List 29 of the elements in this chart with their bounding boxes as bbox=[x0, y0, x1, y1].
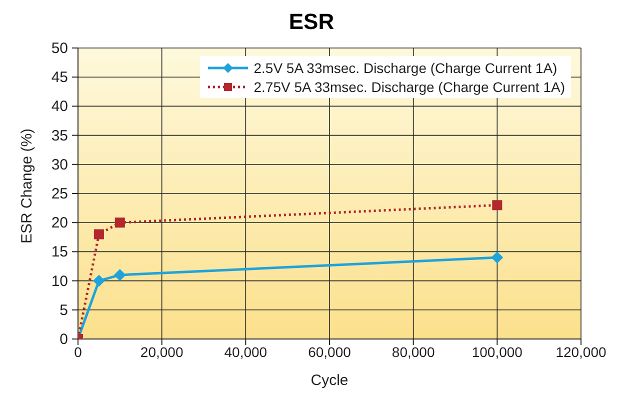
y-tick-label: 40 bbox=[51, 98, 68, 116]
x-tick-label: 100,000 bbox=[472, 344, 523, 360]
point bbox=[491, 252, 504, 264]
x-tick-label: 60,000 bbox=[308, 344, 352, 360]
y-tick-label: 10 bbox=[51, 272, 68, 290]
x-axis-title: Cycle bbox=[310, 372, 348, 389]
y-tick-label: 45 bbox=[51, 69, 68, 86]
legend-label: 2.75V 5A 33msec. Discharge (Charge Current 1A) bbox=[254, 78, 565, 94]
x-tick-label: 0 bbox=[74, 344, 82, 360]
point bbox=[114, 218, 125, 228]
y-tick-label: 5 bbox=[60, 302, 68, 319]
chart-title: ESR bbox=[288, 8, 336, 36]
legend-label: 2.5V 5A 33msec. Discharge (Charge Current 1A) bbox=[254, 60, 558, 76]
y-tick-label: 30 bbox=[51, 156, 68, 174]
y-tick-label: 20 bbox=[51, 214, 68, 232]
y-tick-label: 0 bbox=[60, 331, 68, 348]
point bbox=[492, 200, 502, 210]
y-tick-label: 50 bbox=[51, 40, 68, 57]
point bbox=[114, 268, 126, 281]
x-tick-label: 20,000 bbox=[140, 344, 184, 360]
y-tick-label: 35 bbox=[51, 127, 68, 144]
x-tick-label: 40,000 bbox=[224, 344, 268, 360]
x-tick-label: 80,000 bbox=[392, 344, 435, 360]
point bbox=[94, 229, 104, 240]
point bbox=[92, 274, 105, 287]
y-axis-title: ESR Change (%) bbox=[18, 128, 36, 244]
y-tick-label: 15 bbox=[51, 244, 68, 261]
x-tick-label: 120,000 bbox=[556, 344, 607, 360]
y-tick-label: 25 bbox=[51, 186, 68, 202]
